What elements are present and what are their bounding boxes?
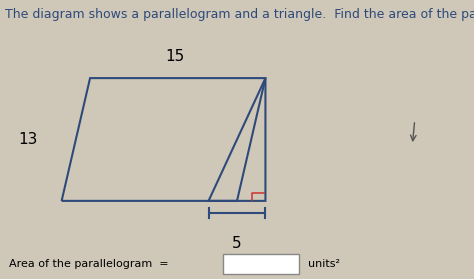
- Text: 5: 5: [232, 236, 242, 251]
- Bar: [223, 254, 299, 274]
- Text: Area of the parallelogram  =: Area of the parallelogram =: [9, 259, 169, 269]
- Text: The diagram shows a parallelogram and a triangle.  Find the area of the parallel: The diagram shows a parallelogram and a …: [5, 8, 474, 21]
- Text: 15: 15: [166, 49, 185, 64]
- Text: 13: 13: [19, 132, 38, 147]
- Text: units²: units²: [308, 259, 340, 269]
